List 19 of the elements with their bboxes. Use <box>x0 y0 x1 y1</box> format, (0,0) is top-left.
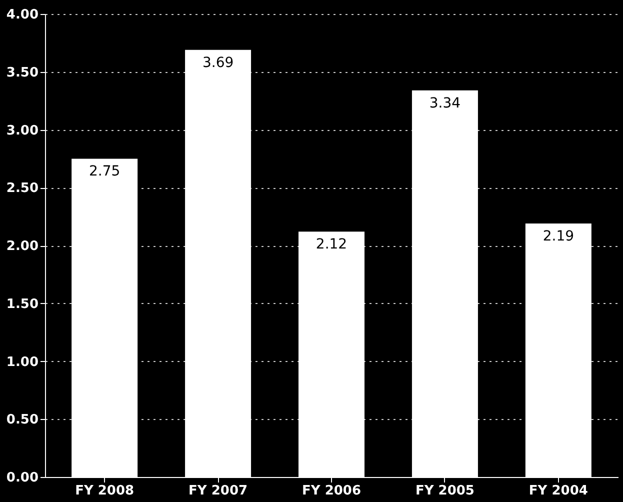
y-tick-label: 2.50 <box>6 181 38 196</box>
data-label: 2.75 <box>88 164 120 180</box>
x-tick-label: FY 2007 <box>188 484 248 498</box>
y-tick-label: 3.50 <box>6 65 38 80</box>
y-tick-label: 1.00 <box>6 354 38 370</box>
data-label: 3.69 <box>202 54 234 71</box>
data-label: 2.19 <box>542 228 574 245</box>
x-tick-label: FY 2004 <box>528 484 588 498</box>
y-tick-label: 0.00 <box>6 470 38 486</box>
data-label: 2.12 <box>316 236 348 253</box>
y-tick-label: 2.00 <box>6 239 38 254</box>
x-tick-label: FY 2008 <box>75 484 134 498</box>
data-label: 3.34 <box>429 95 461 112</box>
y-tick-label: 4.00 <box>6 8 38 22</box>
x-tick-label: FY 2006 <box>302 484 362 498</box>
y-tick-label: 0.50 <box>6 412 38 428</box>
y-tick-label: 3.00 <box>6 123 38 138</box>
x-tick-label: FY 2005 <box>415 484 474 498</box>
y-tick-label: 1.50 <box>6 296 38 312</box>
